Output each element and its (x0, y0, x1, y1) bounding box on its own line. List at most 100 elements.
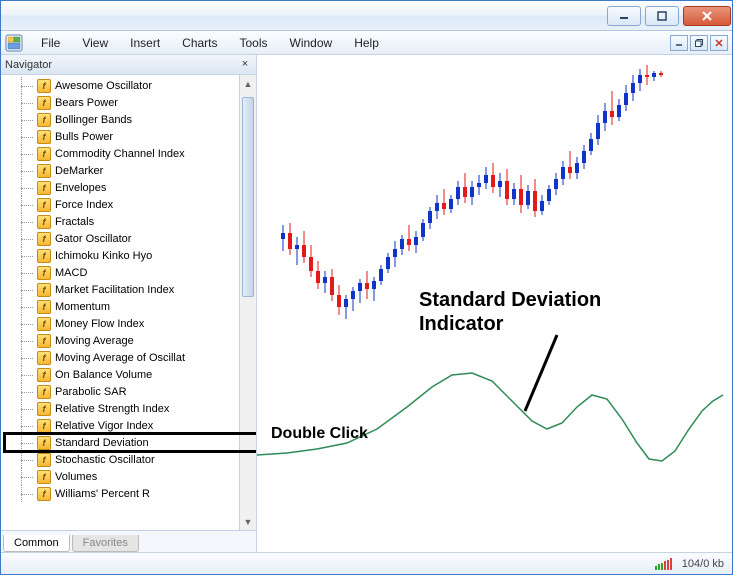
mdi-restore-button[interactable] (690, 35, 708, 51)
svg-text:f: f (43, 115, 47, 125)
tree-item[interactable]: f Bulls Power (1, 128, 256, 145)
tree-item-label: Force Index (55, 199, 113, 211)
svg-text:f: f (43, 438, 47, 448)
tree-item[interactable]: fMarket Facilitation Index (1, 281, 256, 298)
svg-text:f: f (43, 353, 47, 363)
scroll-up-icon[interactable]: ▲ (240, 75, 256, 92)
indicator-icon: f (37, 385, 51, 399)
minimize-button[interactable] (607, 6, 641, 26)
indicator-icon: f (37, 113, 51, 127)
tree-item[interactable]: f Standard Deviation (1, 434, 256, 451)
indicator-icon: f (37, 300, 51, 314)
svg-text:f: f (43, 489, 47, 499)
tree-item[interactable]: fStochastic Oscillator (1, 451, 256, 468)
tree-item[interactable]: f Momentum (1, 298, 256, 315)
navigator-panel: Navigator × fAwesome Oscillator f Bears Po… (1, 55, 257, 552)
indicator-icon: f (37, 232, 51, 246)
tree-item[interactable]: fMACD (1, 264, 256, 281)
scroll-thumb[interactable] (242, 97, 254, 297)
chart-area[interactable]: Standard Deviation Indicator Double Clic… (257, 55, 732, 552)
scrollbar[interactable]: ▲ ▼ (239, 75, 256, 530)
tree-item-label: Commodity Channel Index (55, 148, 185, 160)
svg-text:f: f (43, 336, 47, 346)
navigator-tabs: Common Favorites (1, 530, 256, 552)
app-window: File View Insert Charts Tools Window Hel… (0, 0, 733, 575)
annotation-title-line2: Indicator (419, 313, 503, 336)
tab-favorites[interactable]: Favorites (72, 535, 139, 552)
tree-item-label: Ichimoku Kinko Hyo (55, 250, 152, 262)
tree-item-label: Bulls Power (55, 131, 113, 143)
indicator-icon: f (37, 96, 51, 110)
tree-item[interactable]: fRelative Strength Index (1, 400, 256, 417)
tree-item-label: Bollinger Bands (55, 114, 132, 126)
tree-item[interactable]: fDeMarker (1, 162, 256, 179)
tree-item-label: Momentum (55, 301, 110, 313)
menu-charts[interactable]: Charts (172, 33, 227, 53)
tree-item-label: Market Facilitation Index (55, 284, 174, 296)
tree-item-label: Fractals (55, 216, 94, 228)
tree-item[interactable]: f Gator Oscillator (1, 230, 256, 247)
menu-view[interactable]: View (72, 33, 118, 53)
tree-item[interactable]: f Williams' Percent R (1, 485, 256, 502)
navigator-header: Navigator × (1, 55, 256, 75)
close-button[interactable] (683, 6, 731, 26)
menu-help[interactable]: Help (344, 33, 389, 53)
svg-text:f: f (43, 302, 47, 312)
tree-item[interactable]: f Fractals (1, 213, 256, 230)
svg-text:f: f (43, 421, 47, 431)
menu-insert[interactable]: Insert (120, 33, 170, 53)
title-bar (1, 1, 732, 31)
indicator-icon: f (37, 317, 51, 331)
tree-item-label: On Balance Volume (55, 369, 152, 381)
maximize-button[interactable] (645, 6, 679, 26)
tree-item[interactable]: f Relative Vigor Index (1, 417, 256, 434)
app-icon (5, 34, 23, 52)
tree-item-label: Gator Oscillator (55, 233, 131, 245)
tree-item[interactable]: f On Balance Volume (1, 366, 256, 383)
svg-text:f: f (43, 132, 47, 142)
content-area: Navigator × fAwesome Oscillator f Bears Po… (1, 55, 732, 552)
tree-item[interactable]: fVolumes (1, 468, 256, 485)
tree-item[interactable]: f Bears Power (1, 94, 256, 111)
indicator-icon: f (37, 147, 51, 161)
tree-item-label: Relative Vigor Index (55, 420, 153, 432)
tree-item[interactable]: fParabolic SAR (1, 383, 256, 400)
tree-item[interactable]: f Money Flow Index (1, 315, 256, 332)
navigator-close-icon[interactable]: × (238, 58, 252, 72)
tree-item[interactable]: fMoving Average (1, 332, 256, 349)
tree-item-label: Bears Power (55, 97, 118, 109)
menu-tools[interactable]: Tools (230, 33, 278, 53)
svg-text:f: f (43, 183, 47, 193)
svg-text:f: f (43, 234, 47, 244)
svg-text:f: f (43, 370, 47, 380)
mdi-minimize-button[interactable] (670, 35, 688, 51)
indicator-icon: f (37, 419, 51, 433)
status-bar: 104/0 kb (1, 552, 732, 574)
tree-item-label: Money Flow Index (55, 318, 144, 330)
tree-item[interactable]: fAwesome Oscillator (1, 77, 256, 94)
tree-item[interactable]: f Bollinger Bands (1, 111, 256, 128)
svg-text:f: f (43, 200, 47, 210)
tree-item-label: Envelopes (55, 182, 106, 194)
tab-common[interactable]: Common (3, 535, 70, 552)
tree-item[interactable]: f Force Index (1, 196, 256, 213)
svg-text:f: f (43, 387, 47, 397)
tree-item[interactable]: f Moving Average of Oscillat (1, 349, 256, 366)
mdi-close-button[interactable] (710, 35, 728, 51)
tree-item[interactable]: f Commodity Channel Index (1, 145, 256, 162)
tree-item-label: Moving Average of Oscillat (55, 352, 185, 364)
svg-text:f: f (43, 217, 47, 227)
menu-window[interactable]: Window (280, 33, 343, 53)
tree-item-label: MACD (55, 267, 87, 279)
tree-item-label: Williams' Percent R (55, 488, 150, 500)
menu-file[interactable]: File (31, 33, 70, 53)
svg-text:f: f (43, 149, 47, 159)
tree-item[interactable]: f Envelopes (1, 179, 256, 196)
svg-text:f: f (43, 98, 47, 108)
indicator-icon: f (37, 181, 51, 195)
tree-item[interactable]: f Ichimoku Kinko Hyo (1, 247, 256, 264)
scroll-down-icon[interactable]: ▼ (240, 513, 256, 530)
svg-text:f: f (43, 251, 47, 261)
tree-item-label: Standard Deviation (55, 437, 149, 449)
svg-text:f: f (43, 319, 47, 329)
